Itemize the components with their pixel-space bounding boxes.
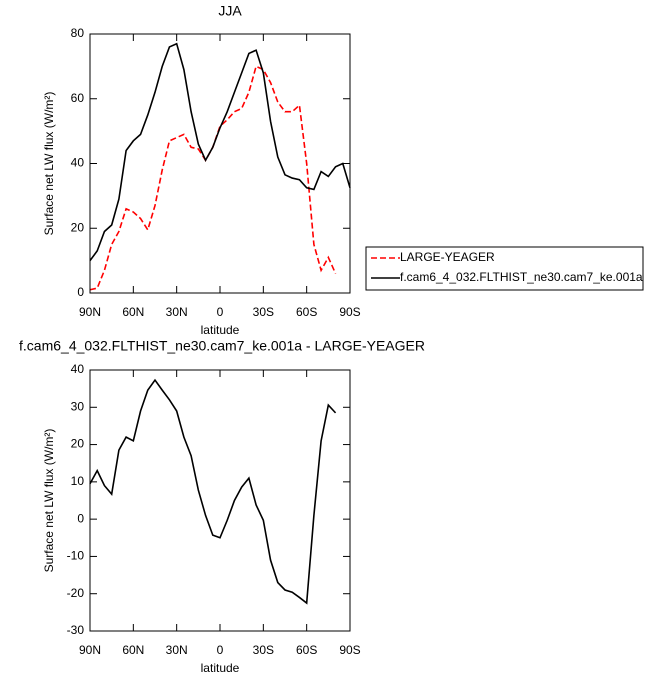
chart-title: f.cam6_4_032.FLTHIST_ne30.cam7_ke.001a -…: [19, 338, 425, 354]
x-tick-label: 90N: [79, 305, 101, 319]
x-tick-label: 30S: [253, 643, 274, 657]
x-tick-label: 60N: [122, 643, 144, 657]
y-tick-label: -20: [67, 586, 85, 600]
x-tick-label: 30N: [166, 643, 188, 657]
legend-box: [365, 246, 644, 291]
y-tick-label: -30: [67, 623, 85, 637]
y-tick-label: 30: [71, 399, 85, 413]
plot-frame: [89, 369, 351, 632]
x-tick-label: 90S: [339, 643, 360, 657]
data-line: [89, 378, 337, 605]
data-line: [89, 65, 337, 291]
x-tick-label: 0: [217, 305, 224, 319]
x-tick-label: 60S: [296, 643, 317, 657]
legend-label: f.cam6_4_032.FLTHIST_ne30.cam7_ke.001a: [400, 270, 643, 284]
y-tick-label: 60: [71, 91, 85, 105]
plot-frame: [89, 33, 351, 294]
y-axis-label: Surface net LW flux (W/m²): [42, 429, 56, 573]
y-tick-label: 0: [77, 285, 84, 299]
y-tick-label: 10: [71, 474, 85, 488]
x-tick-label: 30N: [166, 305, 188, 319]
y-tick-label: 0: [77, 511, 84, 525]
legend-label: LARGE-YEAGER: [400, 250, 495, 264]
x-axis-label: latitude: [201, 661, 240, 675]
y-tick-label: 20: [71, 220, 85, 234]
y-tick-label: -10: [67, 549, 85, 563]
x-tick-label: 90N: [79, 643, 101, 657]
x-axis-label: latitude: [201, 323, 240, 337]
data-line: [89, 42, 351, 262]
x-tick-label: 0: [217, 643, 224, 657]
y-tick-label: 80: [71, 26, 85, 40]
chart-title: JJA: [218, 3, 242, 19]
x-tick-label: 60S: [296, 305, 317, 319]
y-tick-label: 20: [71, 437, 85, 451]
y-axis-label: Surface net LW flux (W/m²): [42, 92, 56, 236]
x-tick-label: 30S: [253, 305, 274, 319]
x-tick-label: 90S: [339, 305, 360, 319]
x-tick-label: 60N: [122, 305, 144, 319]
y-tick-label: 40: [71, 362, 85, 376]
y-tick-label: 40: [71, 156, 85, 170]
